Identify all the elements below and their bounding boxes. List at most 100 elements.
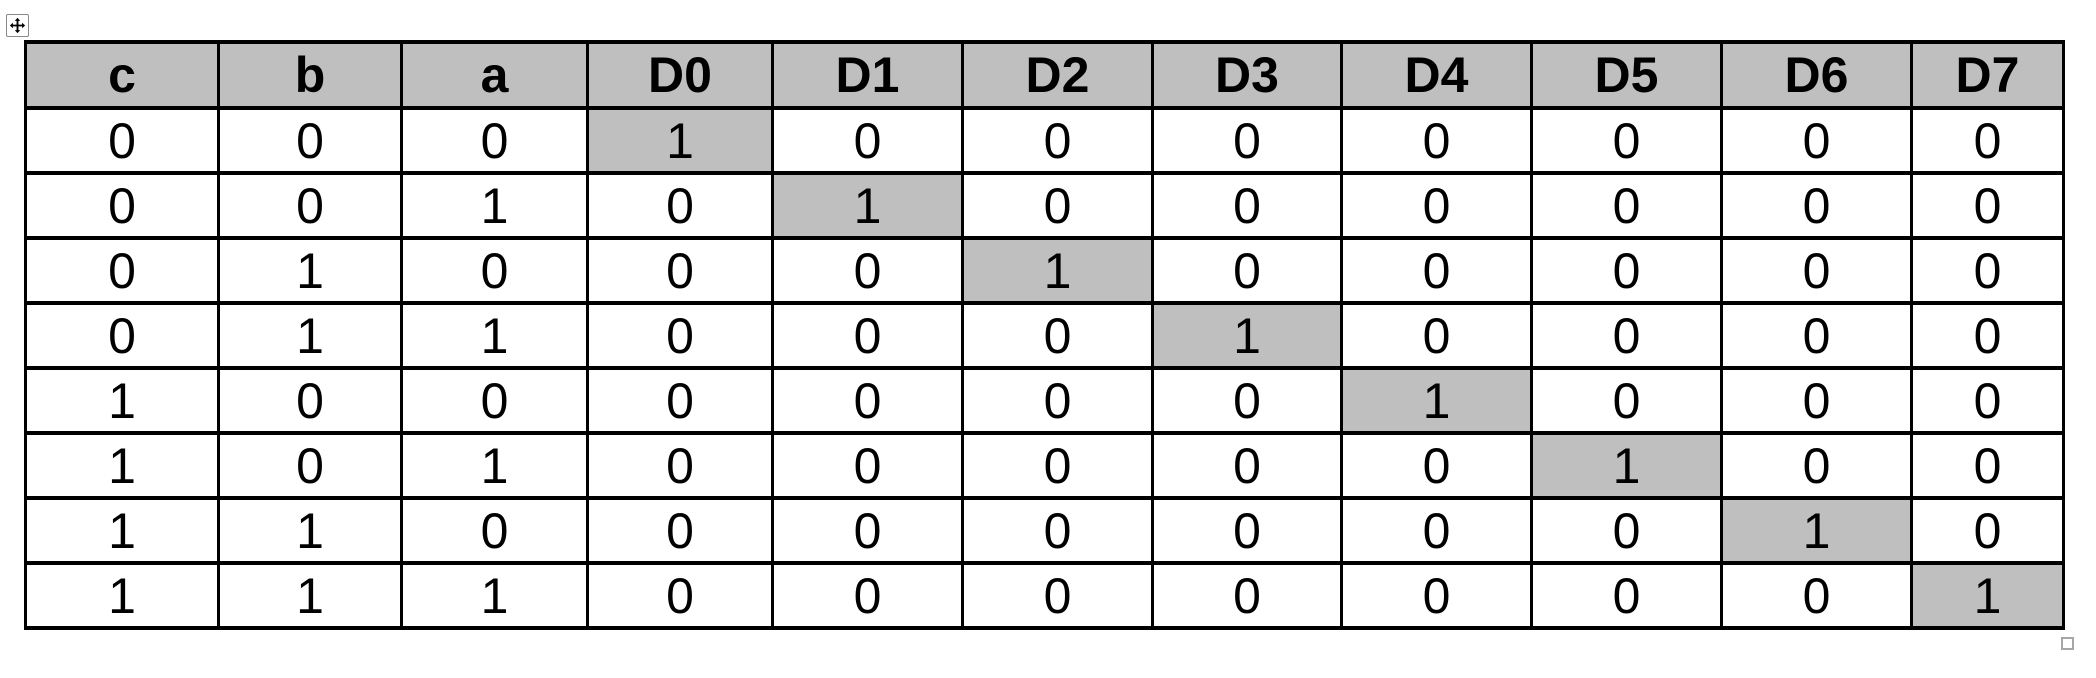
table-cell[interactable]: 0	[586, 561, 774, 630]
table-cell[interactable]: 1	[400, 561, 589, 630]
table-cell[interactable]: 0	[586, 301, 774, 370]
table-cell[interactable]: 0	[961, 171, 1154, 240]
table-cell[interactable]: 0	[1340, 171, 1533, 240]
table-cell[interactable]: 1	[1340, 366, 1533, 435]
table-cell[interactable]: 0	[1340, 561, 1533, 630]
table-cell[interactable]: 0	[1720, 171, 1913, 240]
table-cell[interactable]: 1	[1151, 301, 1343, 370]
table-cell[interactable]: 0	[1720, 236, 1913, 305]
table-cell[interactable]: 0	[24, 236, 220, 305]
table-cell[interactable]: 0	[586, 431, 774, 500]
table-cell[interactable]: 1	[24, 496, 220, 565]
table-cell[interactable]: 1	[1910, 561, 2065, 630]
table-cell[interactable]: 0	[1910, 431, 2065, 500]
table-cell[interactable]: 0	[1530, 236, 1723, 305]
table-cell[interactable]: 0	[24, 106, 220, 175]
table-cell[interactable]: 0	[1910, 171, 2065, 240]
table-cell[interactable]: 0	[1910, 301, 2065, 370]
table-cell[interactable]: 0	[771, 561, 964, 630]
table-cell[interactable]: 0	[961, 301, 1154, 370]
table-cell[interactable]: 0	[217, 431, 403, 500]
table-cell[interactable]: 0	[1910, 236, 2065, 305]
table-cell[interactable]: 0	[961, 106, 1154, 175]
table-cell[interactable]: 0	[1340, 106, 1533, 175]
table-cell[interactable]: 0	[1151, 496, 1343, 565]
table-cell[interactable]: 0	[1340, 431, 1533, 500]
table-cell[interactable]: 0	[961, 431, 1154, 500]
table-cell[interactable]: 0	[771, 431, 964, 500]
table-cell[interactable]: 0	[217, 366, 403, 435]
table-cell[interactable]: 0	[1720, 561, 1913, 630]
table-cell[interactable]: 1	[961, 236, 1154, 305]
column-header-b[interactable]: b	[217, 40, 403, 110]
table-cell[interactable]: 1	[400, 431, 589, 500]
table-cell[interactable]: 0	[1910, 106, 2065, 175]
table-cell[interactable]: 1	[24, 561, 220, 630]
table-cell[interactable]: 0	[1910, 366, 2065, 435]
table-cell[interactable]: 0	[771, 236, 964, 305]
table-cell[interactable]: 0	[1151, 561, 1343, 630]
column-header-D0[interactable]: D0	[586, 40, 774, 110]
table-cell[interactable]: 1	[400, 171, 589, 240]
table-cell[interactable]: 1	[586, 106, 774, 175]
table-cell[interactable]: 0	[1151, 236, 1343, 305]
table-cell[interactable]: 0	[1530, 496, 1723, 565]
table-cell[interactable]: 0	[771, 496, 964, 565]
table-cell[interactable]: 0	[217, 106, 403, 175]
table-resize-handle[interactable]	[2061, 637, 2074, 650]
table-cell[interactable]: 0	[586, 236, 774, 305]
table-cell[interactable]: 0	[1530, 301, 1723, 370]
column-header-D4[interactable]: D4	[1340, 40, 1533, 110]
table-cell[interactable]: 0	[771, 366, 964, 435]
table-cell[interactable]: 1	[24, 366, 220, 435]
table-cell[interactable]: 1	[1720, 496, 1913, 565]
column-header-c[interactable]: c	[24, 40, 220, 110]
table-cell[interactable]: 0	[1530, 106, 1723, 175]
column-header-D2[interactable]: D2	[961, 40, 1154, 110]
table-cell[interactable]: 0	[961, 366, 1154, 435]
table-cell[interactable]: 0	[400, 366, 589, 435]
table-cell[interactable]: 1	[771, 171, 964, 240]
table-cell[interactable]: 0	[1151, 366, 1343, 435]
table-cell[interactable]: 0	[1720, 106, 1913, 175]
table-cell[interactable]: 0	[1720, 366, 1913, 435]
table-cell[interactable]: 0	[586, 366, 774, 435]
table-cell[interactable]: 0	[400, 236, 589, 305]
table-cell[interactable]: 1	[217, 236, 403, 305]
column-header-D1[interactable]: D1	[771, 40, 964, 110]
table-cell[interactable]: 0	[1910, 496, 2065, 565]
table-cell[interactable]: 0	[961, 561, 1154, 630]
table-cell[interactable]: 0	[1340, 301, 1533, 370]
table-cell[interactable]: 0	[24, 171, 220, 240]
table-cell[interactable]: 0	[961, 496, 1154, 565]
table-cell[interactable]: 0	[771, 301, 964, 370]
table-move-handle[interactable]	[6, 14, 29, 37]
table-cell[interactable]: 0	[586, 171, 774, 240]
table-cell[interactable]: 0	[400, 496, 589, 565]
table-cell[interactable]: 0	[217, 171, 403, 240]
table-cell[interactable]: 0	[1151, 431, 1343, 500]
table-cell[interactable]: 1	[1530, 431, 1723, 500]
column-header-a[interactable]: a	[400, 40, 589, 110]
table-cell[interactable]: 0	[771, 106, 964, 175]
table-cell[interactable]: 0	[1720, 301, 1913, 370]
table-cell[interactable]: 1	[24, 431, 220, 500]
table-cell[interactable]: 1	[217, 496, 403, 565]
table-cell[interactable]: 0	[1720, 431, 1913, 500]
table-cell[interactable]: 0	[1530, 171, 1723, 240]
table-cell[interactable]: 0	[1340, 236, 1533, 305]
table-cell[interactable]: 0	[1151, 106, 1343, 175]
column-header-D5[interactable]: D5	[1530, 40, 1723, 110]
table-cell[interactable]: 1	[400, 301, 589, 370]
table-cell[interactable]: 0	[1151, 171, 1343, 240]
column-header-D7[interactable]: D7	[1910, 40, 2065, 110]
table-cell[interactable]: 0	[1530, 366, 1723, 435]
table-cell[interactable]: 0	[586, 496, 774, 565]
table-cell[interactable]: 0	[1530, 561, 1723, 630]
table-cell[interactable]: 1	[217, 561, 403, 630]
table-cell[interactable]: 0	[400, 106, 589, 175]
table-cell[interactable]: 1	[217, 301, 403, 370]
table-cell[interactable]: 0	[24, 301, 220, 370]
table-cell[interactable]: 0	[1340, 496, 1533, 565]
column-header-D3[interactable]: D3	[1151, 40, 1343, 110]
